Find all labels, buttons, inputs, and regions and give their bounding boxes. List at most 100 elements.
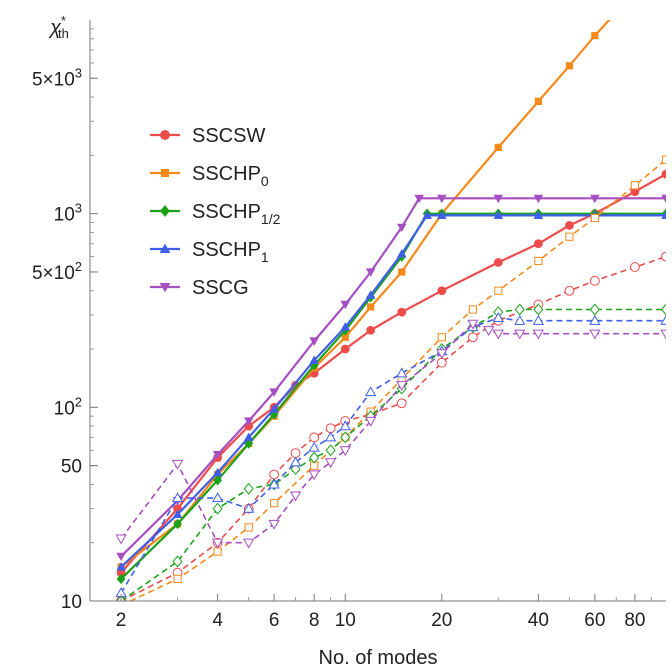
data-point	[116, 568, 126, 578]
x-axis-title: No. of modes	[319, 647, 438, 669]
data-point	[589, 329, 601, 340]
legend-entry: SSCHP1	[150, 239, 269, 265]
data-point	[514, 329, 526, 340]
data-point	[308, 470, 320, 481]
data-point	[244, 523, 253, 532]
y-tick-label: 50	[61, 457, 82, 478]
data-point	[396, 381, 408, 392]
data-point	[324, 458, 337, 469]
data-point	[396, 223, 407, 233]
series-6	[117, 155, 666, 609]
data-point	[630, 181, 640, 190]
data-point	[483, 326, 495, 337]
series-9	[115, 319, 666, 549]
series-5	[116, 251, 666, 601]
data-point	[117, 602, 124, 609]
data-point	[422, 210, 432, 219]
data-point	[494, 286, 503, 295]
data-point	[171, 492, 184, 503]
data-point	[211, 492, 224, 503]
legend-entry: SSCSW	[150, 125, 265, 147]
data-point	[213, 475, 223, 486]
legend-label: SSCHP1	[192, 239, 269, 265]
data-point	[396, 249, 407, 258]
y-tick-label: 10	[61, 592, 82, 613]
data-point	[309, 360, 319, 371]
x-tick-label: 80	[624, 610, 645, 631]
x-tick-label: 10	[335, 610, 356, 631]
data-point	[365, 268, 376, 277]
data-point	[366, 325, 376, 335]
data-point	[340, 300, 351, 310]
data-point	[212, 502, 223, 515]
data-point	[173, 574, 182, 584]
legend-entry: SSCHP1/2	[150, 201, 281, 227]
data-point	[339, 446, 351, 457]
data-point	[171, 459, 184, 470]
data-point	[269, 388, 279, 397]
data-point	[308, 441, 320, 452]
data-point	[532, 314, 545, 325]
ticks-layer: 2 4 6 8 10 20 40 60 80 10 50 102 5×102 103 5×103	[32, 28, 652, 631]
y-tick-label: 102	[54, 394, 82, 419]
series-7	[116, 303, 666, 601]
data-point	[533, 303, 544, 316]
data-point	[565, 62, 574, 70]
series-3	[116, 210, 666, 571]
data-point	[437, 286, 447, 296]
data-point	[365, 386, 377, 397]
data-point	[116, 552, 126, 562]
data-point	[269, 404, 279, 413]
data-point	[533, 210, 544, 219]
data-point	[340, 322, 351, 331]
data-point	[514, 314, 526, 325]
x-tick-label: 20	[431, 610, 452, 631]
legend-swatch-marker	[159, 243, 171, 254]
data-point	[325, 444, 336, 457]
legend-label: SSCHP1/2	[192, 201, 281, 227]
data-point	[213, 547, 222, 556]
legend-swatch-marker	[159, 282, 171, 293]
legend-label: SSCSW	[192, 125, 265, 147]
x-tick-label: 4	[212, 610, 223, 631]
data-point	[661, 194, 666, 204]
y-tick-label: 5×102	[32, 259, 82, 284]
data-point	[660, 303, 666, 316]
series-line	[120, 316, 666, 594]
data-point	[211, 538, 224, 549]
data-point	[324, 431, 337, 442]
data-point	[340, 344, 350, 354]
data-point	[212, 451, 223, 460]
data-point	[467, 332, 478, 343]
data-point	[290, 448, 301, 459]
data-point	[589, 314, 601, 325]
data-point	[325, 423, 336, 434]
series-line	[120, 255, 666, 601]
data-point	[172, 555, 183, 568]
data-point	[172, 509, 183, 519]
data-point	[514, 303, 525, 316]
data-point	[494, 143, 502, 151]
x-tick-label: 6	[269, 610, 280, 631]
data-point	[436, 349, 448, 360]
data-point	[660, 329, 666, 340]
data-point	[309, 337, 319, 346]
data-point	[661, 210, 666, 219]
data-point	[414, 194, 424, 204]
data-point	[565, 232, 574, 241]
y-tick-label: 103	[54, 201, 82, 226]
data-point	[660, 314, 666, 325]
data-point	[492, 311, 504, 322]
series-line	[120, 173, 666, 574]
x-tick-label: 60	[584, 610, 605, 631]
data-point	[268, 478, 280, 489]
data-point	[564, 285, 575, 296]
data-point	[365, 290, 376, 299]
data-point	[340, 431, 351, 444]
y-axis-title: χ* th	[48, 13, 69, 41]
data-point	[534, 97, 542, 105]
data-point	[289, 456, 302, 467]
data-point	[589, 303, 600, 316]
data-point	[437, 333, 446, 342]
